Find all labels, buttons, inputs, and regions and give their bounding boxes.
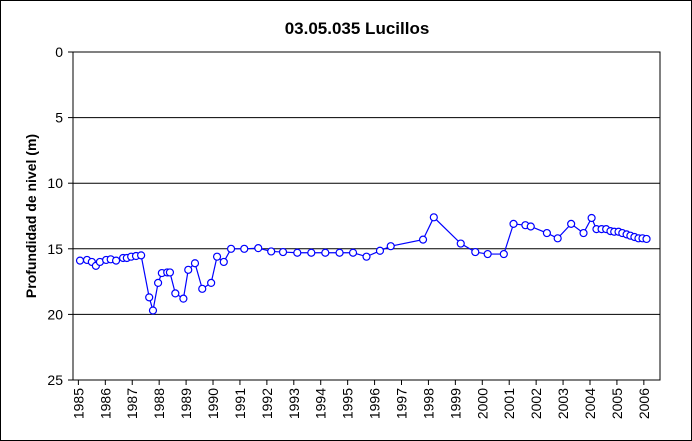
x-tick-label: 2005 xyxy=(609,388,625,419)
data-point xyxy=(587,213,596,223)
x-tick-label: 1997 xyxy=(394,388,410,419)
data-point xyxy=(267,247,276,256)
data-point xyxy=(456,239,465,248)
x-tick-label: 2001 xyxy=(501,388,517,419)
data-point xyxy=(198,284,207,293)
x-tick-label: 1989 xyxy=(178,388,194,419)
x-tick-label: 2000 xyxy=(474,388,490,419)
x-tick-label: 1992 xyxy=(259,388,275,419)
data-point xyxy=(254,244,263,253)
data-point xyxy=(75,256,85,265)
data-point xyxy=(362,252,371,261)
y-tick-label: 5 xyxy=(55,110,63,126)
x-tick-label: 1990 xyxy=(205,388,221,419)
x-tick-label: 1999 xyxy=(447,388,463,419)
y-axis-label: Profundidad de nivel (m) xyxy=(23,134,39,298)
data-point xyxy=(226,244,236,253)
data-point xyxy=(642,234,651,244)
y-tick-label: 20 xyxy=(47,306,63,322)
y-tick-label: 25 xyxy=(47,372,63,388)
y-tick-label: 15 xyxy=(47,241,63,257)
data-point xyxy=(375,246,385,255)
x-tick-label: 1998 xyxy=(420,388,436,419)
data-point xyxy=(429,213,438,222)
data-point xyxy=(321,248,330,257)
data-point xyxy=(137,251,146,260)
data-point xyxy=(499,249,508,259)
data-point xyxy=(348,248,358,257)
data-point xyxy=(212,252,222,261)
data-point xyxy=(567,219,576,228)
data-point xyxy=(153,278,163,288)
x-tick-label: 2004 xyxy=(582,388,598,419)
data-point xyxy=(148,306,158,315)
x-tick-label: 1996 xyxy=(367,388,383,419)
data-point xyxy=(386,242,395,251)
plot-area xyxy=(72,51,661,381)
x-tick-label: 1994 xyxy=(313,388,329,419)
data-point xyxy=(307,248,316,257)
x-tick-label: 2006 xyxy=(636,388,652,419)
data-point xyxy=(542,228,552,238)
x-tick-label: 1995 xyxy=(340,388,356,419)
x-tick-label: 1988 xyxy=(151,388,167,419)
data-point xyxy=(509,219,518,228)
data-point xyxy=(471,247,480,257)
data-point xyxy=(418,235,428,244)
data-point xyxy=(184,265,193,274)
data-point xyxy=(207,278,216,288)
data-point xyxy=(278,247,288,257)
data-point xyxy=(171,289,180,298)
data-point xyxy=(240,244,249,253)
data-point xyxy=(179,294,188,303)
x-tick-label: 2003 xyxy=(555,388,571,419)
data-point xyxy=(579,228,588,238)
data-point xyxy=(145,293,154,302)
data-point xyxy=(165,268,175,277)
x-tick-label: 1993 xyxy=(286,388,302,419)
chart-title: 03.05.035 Lucillos xyxy=(285,19,430,38)
x-tick-label: 2002 xyxy=(528,388,544,419)
data-point xyxy=(219,257,228,267)
data-point xyxy=(190,259,200,268)
x-tick-label: 1987 xyxy=(124,388,140,419)
data-point xyxy=(111,256,121,265)
data-point xyxy=(293,248,302,257)
data-point xyxy=(553,234,562,243)
x-tick-label: 1985 xyxy=(70,388,86,419)
data-point xyxy=(483,249,492,259)
data-point xyxy=(526,222,535,231)
y-tick-label: 0 xyxy=(55,44,63,60)
y-tick-label: 10 xyxy=(47,175,63,191)
x-tick-label: 1991 xyxy=(232,388,248,419)
data-point xyxy=(335,248,344,257)
x-tick-label: 1986 xyxy=(97,388,113,419)
